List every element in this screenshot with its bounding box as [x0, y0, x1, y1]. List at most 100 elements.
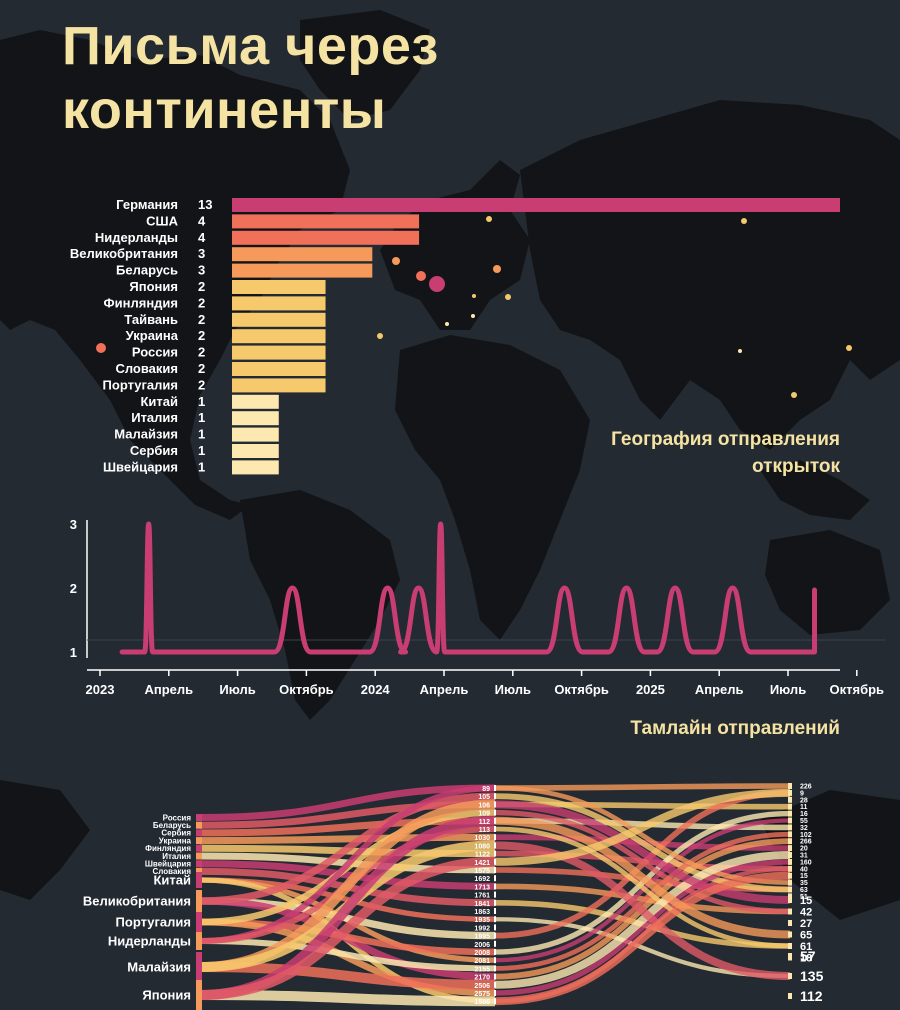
sankey-flow-right — [494, 783, 791, 791]
sankey-mid-node — [494, 908, 496, 914]
sankey-mid-node — [494, 940, 496, 947]
sankey-left-label: Финляндия — [145, 844, 191, 853]
sankey-right-node — [788, 803, 792, 810]
sankey-flow-right — [494, 816, 791, 939]
bar — [232, 362, 326, 376]
x-tick-label: Июль — [495, 682, 531, 697]
map-dot-taiwan — [791, 392, 797, 398]
x-tick-label: Апрель — [420, 682, 469, 697]
sankey-right-label: 61 — [800, 941, 812, 953]
sankey-right-node — [788, 810, 792, 817]
sankey-right-node — [788, 953, 792, 959]
sankey-left-label: Португалия — [116, 915, 191, 930]
bar-value-label: 2 — [198, 361, 205, 376]
sankey-mid-node — [494, 785, 496, 791]
bar-value-label: 3 — [198, 263, 205, 278]
map-dot-ukraine — [505, 294, 511, 300]
sankey-mid-label: 2006 — [474, 942, 490, 949]
sankey-right-label: 102 — [800, 832, 812, 839]
bar-category-label: Португалия — [103, 377, 178, 392]
sankey-left-label: Россия — [163, 813, 192, 822]
sankey-right-node — [788, 858, 792, 865]
sankey-right-node — [788, 993, 792, 999]
sankey-right-node — [788, 931, 792, 938]
sankey-mid-node — [494, 826, 496, 832]
map-dot-portugal — [377, 333, 383, 339]
y-tick-label: 1 — [70, 645, 77, 660]
sankey-left-label: Великобритания — [83, 894, 191, 909]
sankey-mid-node — [494, 957, 496, 964]
bar — [232, 427, 279, 442]
sankey-mid-node — [494, 998, 496, 1005]
sankey-mid-node — [494, 965, 496, 972]
bar — [232, 329, 326, 344]
sankey-flow-left — [199, 784, 496, 821]
map-dot-belarus — [493, 265, 501, 273]
map-dot-italia — [445, 322, 449, 326]
bar — [232, 296, 326, 311]
sankey-left-node — [196, 912, 202, 932]
bar-value-label: 1 — [198, 394, 205, 409]
sankey-right-label: 266 — [800, 839, 812, 846]
sankey-right-label: 65 — [800, 929, 812, 941]
sankey-right-label: 27 — [800, 918, 812, 930]
sankey-mid-node — [494, 817, 496, 824]
timeline-series-line — [119, 521, 818, 655]
sankey-right-node — [788, 865, 792, 872]
sankey-mid-node — [494, 899, 496, 906]
bar-value-label: 4 — [198, 213, 206, 228]
sankey-right-node — [788, 973, 792, 979]
bar-value-label: 1 — [198, 410, 205, 425]
sankey-mid-label: 109 — [478, 811, 490, 818]
sankey-mid-node — [494, 801, 496, 808]
sankey-mid-label: 2008 — [474, 950, 490, 957]
sankey-mid-label: 2155 — [474, 966, 490, 973]
sankey-right-label: 57 — [800, 948, 816, 964]
bar-category-label: Малайзия — [114, 427, 178, 442]
sankey-right-node — [788, 872, 792, 879]
sankey-flow-right — [494, 831, 791, 971]
asia-landmass — [520, 100, 900, 450]
sankey-mid-node — [494, 858, 496, 865]
sankey-mid-label: 2170 — [474, 975, 490, 982]
sankey-flow-left — [199, 990, 496, 1007]
bar — [232, 378, 326, 393]
bar-category-label: Нидерланды — [95, 230, 178, 245]
sankey-left-node — [196, 890, 202, 912]
sankey-mid-label: 1030 — [474, 835, 490, 842]
sankey-left-node — [196, 829, 202, 837]
sankey-mid-node — [494, 809, 496, 816]
bar-category-label: Финляндия — [104, 295, 178, 310]
map-dot-russia — [741, 218, 747, 224]
sankey-mid-node — [494, 924, 496, 931]
x-tick-label: Апрель — [695, 682, 744, 697]
sankey-flow-right — [494, 810, 791, 955]
bar-category-label: Украина — [126, 328, 179, 343]
sankey-flow-left — [199, 962, 496, 990]
bar-value-label: 13 — [198, 197, 212, 212]
sankey-mid-node — [494, 916, 496, 923]
africa-landmass — [395, 335, 590, 640]
sankey-flow-right — [494, 826, 791, 949]
sankey-mid-label: 2506 — [474, 983, 490, 990]
sankey-mid-node — [494, 867, 496, 873]
sankey-left-label: Украина — [159, 836, 192, 845]
sankey-right-node — [788, 908, 792, 915]
sankey-right-node — [788, 789, 792, 796]
sankey-mid-label: 1761 — [474, 893, 490, 900]
sankey-flow-left — [199, 792, 496, 905]
bar-category-label: Россия — [132, 345, 178, 360]
sankey-flow-right — [494, 851, 791, 989]
sankey-right-label: 31 — [800, 852, 808, 859]
sankey-right-node — [788, 831, 792, 838]
sankey-mid-label: 1713 — [474, 884, 490, 891]
sankey-left-node — [196, 872, 202, 888]
sankey-right-node — [788, 796, 792, 803]
sankey-mid-label: 113 — [479, 827, 490, 834]
sankey-right-node — [788, 838, 792, 845]
sankey-mid-label: 1841 — [474, 901, 490, 908]
sankey-mid-label: 1575 — [474, 868, 490, 875]
bar-value-label: 2 — [198, 345, 205, 360]
sankey-mid-node — [494, 973, 496, 980]
bar — [232, 198, 840, 212]
